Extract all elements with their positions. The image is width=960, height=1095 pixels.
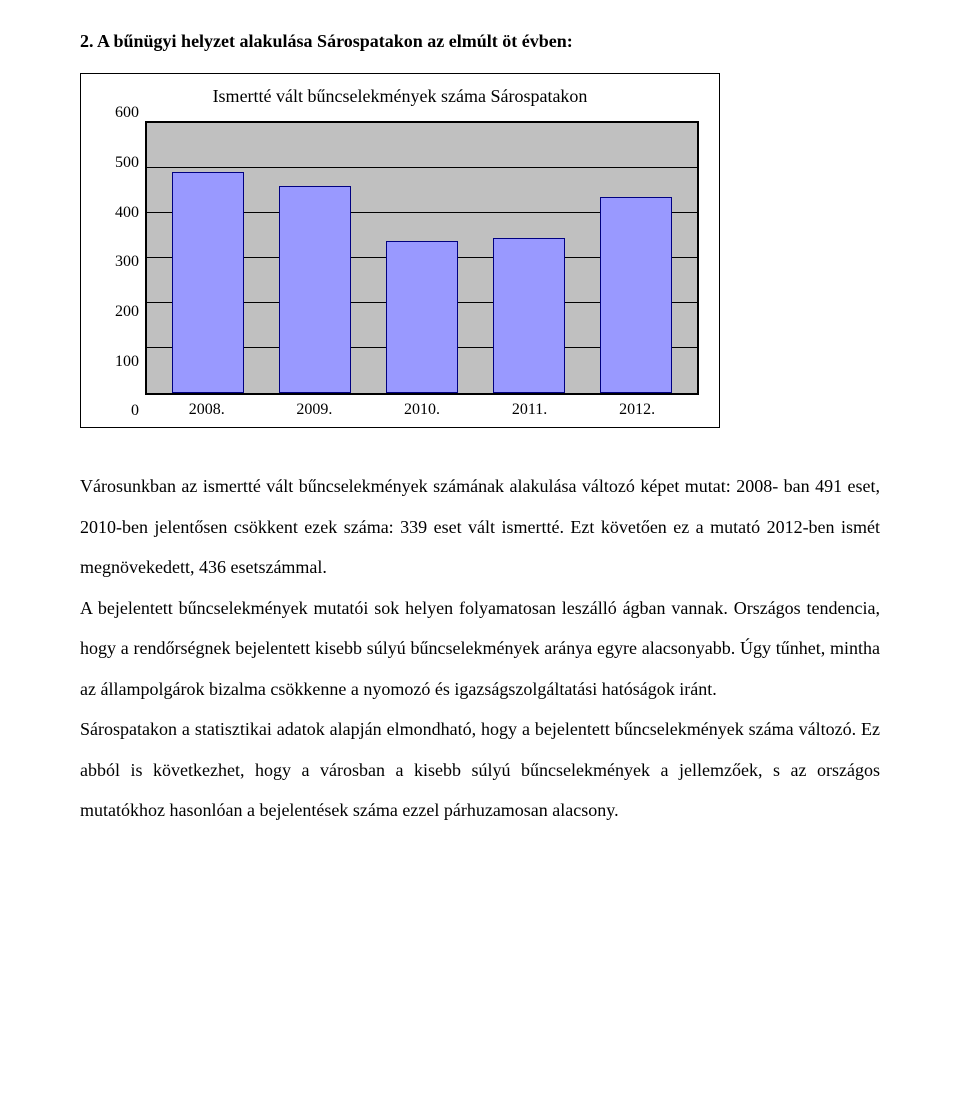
chart-bar [172,172,244,393]
chart-bar [493,238,565,393]
chart-plot-outer: 2008. 2009. 2010. 2011. 2012. [145,121,699,419]
chart-bar [600,197,672,393]
paragraph: Sárospatakon a statisztikai adatok alapj… [80,709,880,831]
chart-bar [279,186,351,393]
paragraph: Városunkban az ismertté vált bűncselekmé… [80,466,880,588]
x-tick: 2011. [494,401,566,419]
body-text: Városunkban az ismertté vált bűncselekmé… [80,466,880,831]
section-heading: 2. A bűnügyi helyzet alakulása Sárospata… [80,30,880,53]
x-tick: 2009. [278,401,350,419]
x-tick: 2008. [171,401,243,419]
x-tick: 2010. [386,401,458,419]
chart-bars [147,123,697,393]
crime-bar-chart: Ismertté vált bűncselekmények száma Sáro… [80,73,720,428]
chart-plot-area [145,121,699,395]
paragraph: A bejelentett bűncselekmények mutatói so… [80,588,880,710]
chart-bar [386,241,458,394]
chart-title: Ismertté vált bűncselekmények száma Sáro… [101,86,699,107]
x-tick: 2012. [601,401,673,419]
chart-y-axis: 600 500 400 300 200 100 0 [101,121,145,419]
chart-x-axis: 2008. 2009. 2010. 2011. 2012. [145,395,699,419]
chart-body: 600 500 400 300 200 100 0 2008. 2009. 20… [101,121,699,419]
document-page: 2. A bűnügyi helyzet alakulása Sárospata… [0,0,960,1095]
